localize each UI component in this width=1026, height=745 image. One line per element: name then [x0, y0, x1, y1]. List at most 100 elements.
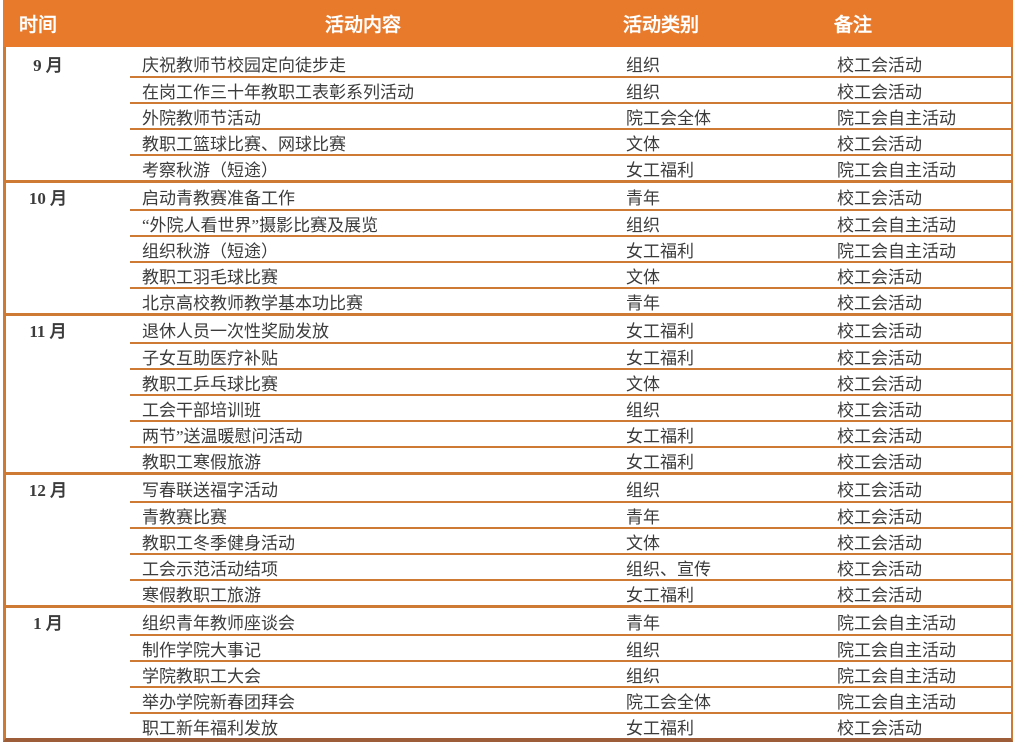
row-content-area: 组织秋游（短途） 女工福利 院工会自主活动 [130, 235, 1011, 261]
activity-content-cell: 教职工乒乓球比赛 [142, 374, 278, 394]
time-cell [6, 209, 130, 235]
activity-category-cell: 组织、宣传 [626, 559, 711, 579]
row-content-area: 考察秋游（短途） 女工福利 院工会自主活动 [130, 154, 1011, 180]
activity-content-cell: 举办学院新春团拜会 [142, 692, 295, 712]
table-header-row: 时间 活动内容 活动类别 备注 [3, 0, 1013, 47]
table-row: 组织秋游（短途） 女工福利 院工会自主活动 [6, 235, 1011, 261]
note-cell: 校工会活动 [837, 559, 922, 579]
time-cell [6, 501, 130, 527]
note-cell: 校工会活动 [837, 585, 922, 605]
activity-category-cell: 女工福利 [626, 321, 694, 341]
time-cell [6, 368, 130, 394]
activity-content-cell: 两节”送温暖慰问活动 [142, 426, 303, 446]
row-content-area: 工会示范活动结项 组织、宣传 校工会活动 [130, 553, 1011, 579]
table-row: 考察秋游（短途） 女工福利 院工会自主活动 [6, 154, 1011, 180]
note-cell: 校工会活动 [837, 55, 922, 75]
time-cell [6, 686, 130, 712]
activity-category-cell: 院工会全体 [626, 692, 711, 712]
row-content-area: 工会干部培训班 组织 校工会活动 [130, 394, 1011, 420]
row-content-area: 启动青教赛准备工作 青年 校工会活动 [130, 183, 1011, 209]
row-content-area: 写春联送福字活动 组织 校工会活动 [130, 475, 1011, 501]
note-cell: 院工会自主活动 [837, 108, 956, 128]
activity-category-cell: 组织 [626, 666, 660, 686]
row-content-area: 青教赛比赛 青年 校工会活动 [130, 501, 1011, 527]
row-content-area: 寒假教职工旅游 女工福利 校工会活动 [130, 579, 1011, 605]
table-row: 外院教师节活动 院工会全体 院工会自主活动 [6, 102, 1011, 128]
note-cell: 校工会活动 [837, 82, 922, 102]
row-content-area: 举办学院新春团拜会 院工会全体 院工会自主活动 [130, 686, 1011, 712]
activity-category-cell: 组织 [626, 215, 660, 235]
activity-content-cell: 教职工寒假旅游 [142, 452, 261, 472]
activity-content-cell: 子女互助医疗补贴 [142, 348, 278, 368]
table-row: 两节”送温暖慰问活动 女工福利 校工会活动 [6, 420, 1011, 446]
activity-category-cell: 组织 [626, 55, 660, 75]
time-cell: 1 月 [6, 608, 130, 634]
row-content-area: 庆祝教师节校园定向徒步走 组织 校工会活动 [130, 50, 1011, 76]
month-label: 9 月 [33, 55, 63, 75]
row-content-area: 北京高校教师教学基本功比赛 青年 校工会活动 [130, 287, 1011, 313]
time-cell [6, 527, 130, 553]
time-cell [6, 102, 130, 128]
row-content-area: 教职工乒乓球比赛 文体 校工会活动 [130, 368, 1011, 394]
month-label: 10 月 [28, 188, 68, 208]
time-cell [6, 446, 130, 472]
note-cell: 院工会自主活动 [837, 613, 956, 633]
activity-category-cell: 青年 [626, 293, 660, 313]
table-row: 1 月 组织青年教师座谈会 青年 院工会自主活动 [6, 608, 1011, 634]
activity-content-cell: 学院教职工大会 [142, 666, 261, 686]
note-cell: 院工会自主活动 [837, 692, 956, 712]
table-row: 工会示范活动结项 组织、宣传 校工会活动 [6, 553, 1011, 579]
activity-content-cell: 职工新年福利发放 [142, 718, 278, 738]
table-row: 教职工乒乓球比赛 文体 校工会活动 [6, 368, 1011, 394]
time-cell [6, 76, 130, 102]
note-cell: 院工会自主活动 [837, 666, 956, 686]
activity-content-cell: 工会示范活动结项 [142, 559, 278, 579]
time-cell [6, 634, 130, 660]
note-cell: 院工会自主活动 [837, 640, 956, 660]
month-group: 11 月退休人员一次性奖励发放 女工福利 校工会活动 子女互助医疗补贴 女工福利 校工会活… [6, 313, 1011, 472]
column-header-note: 备注 [834, 15, 873, 36]
time-cell [6, 553, 130, 579]
time-cell: 10 月 [6, 183, 130, 209]
row-content-area: 教职工篮球比赛、网球比赛 文体 校工会活动 [130, 128, 1011, 154]
time-cell [6, 712, 130, 738]
activity-content-cell: 寒假教职工旅游 [142, 585, 261, 605]
row-content-area: 制作学院大事记 组织 院工会自主活动 [130, 634, 1011, 660]
row-content-area: 学院教职工大会 组织 院工会自主活动 [130, 660, 1011, 686]
row-content-area: 职工新年福利发放 女工福利 校工会活动 [130, 712, 1011, 738]
table-row: 10 月 启动青教赛准备工作 青年 校工会活动 [6, 183, 1011, 209]
activity-content-cell: 启动青教赛准备工作 [142, 188, 295, 208]
activity-category-cell: 女工福利 [626, 452, 694, 472]
activity-category-cell: 女工福利 [626, 241, 694, 261]
activity-content-cell: 退休人员一次性奖励发放 [142, 321, 329, 341]
activity-schedule-table: 时间 活动内容 活动类别 备注 9 月庆祝教师节校园定向徒步走 组织 校工会活动 在岗… [3, 0, 1013, 742]
activity-category-cell: 女工福利 [626, 718, 694, 738]
note-cell: 校工会活动 [837, 507, 922, 527]
table-row: 寒假教职工旅游 女工福利 校工会活动 [6, 579, 1011, 605]
note-cell: 校工会活动 [837, 400, 922, 420]
table-row: 学院教职工大会 组织 院工会自主活动 [6, 660, 1011, 686]
time-cell [6, 660, 130, 686]
table-row: “外院人看世界”摄影比赛及展览 组织 校工会自主活动 [6, 209, 1011, 235]
activity-content-cell: 组织青年教师座谈会 [142, 613, 295, 633]
table-row: 11 月 退休人员一次性奖励发放 女工福利 校工会活动 [6, 316, 1011, 342]
activity-category-cell: 青年 [626, 188, 660, 208]
activity-content-cell: 外院教师节活动 [142, 108, 261, 128]
month-group: 9 月庆祝教师节校园定向徒步走 组织 校工会活动 在岗工作三十年教职工表彰系列活动 组织… [6, 50, 1011, 180]
row-content-area: “外院人看世界”摄影比赛及展览 组织 校工会自主活动 [130, 209, 1011, 235]
table-row: 9 月 庆祝教师节校园定向徒步走 组织 校工会活动 [6, 50, 1011, 76]
month-group: 10 月启动青教赛准备工作 青年 校工会活动 “外院人看世界”摄影比赛及展览 组织 校工会… [6, 180, 1011, 313]
activity-content-cell: 在岗工作三十年教职工表彰系列活动 [142, 82, 414, 102]
table-row: 北京高校教师教学基本功比赛 青年 校工会活动 [6, 287, 1011, 313]
activity-category-cell: 女工福利 [626, 348, 694, 368]
month-label: 11 月 [29, 321, 67, 341]
table-row: 教职工篮球比赛、网球比赛 文体 校工会活动 [6, 128, 1011, 154]
month-group: 12 月写春联送福字活动 组织 校工会活动 青教赛比赛 青年 校工会活动 教职工冬季健身活动… [6, 472, 1011, 605]
activity-content-cell: 北京高校教师教学基本功比赛 [142, 293, 363, 313]
table-row: 子女互助医疗补贴 女工福利 校工会活动 [6, 342, 1011, 368]
activity-content-cell: 教职工篮球比赛、网球比赛 [142, 134, 346, 154]
time-cell [6, 579, 130, 605]
column-header-activity-content: 活动内容 [324, 15, 401, 36]
note-cell: 校工会活动 [837, 426, 922, 446]
note-cell: 校工会活动 [837, 188, 922, 208]
